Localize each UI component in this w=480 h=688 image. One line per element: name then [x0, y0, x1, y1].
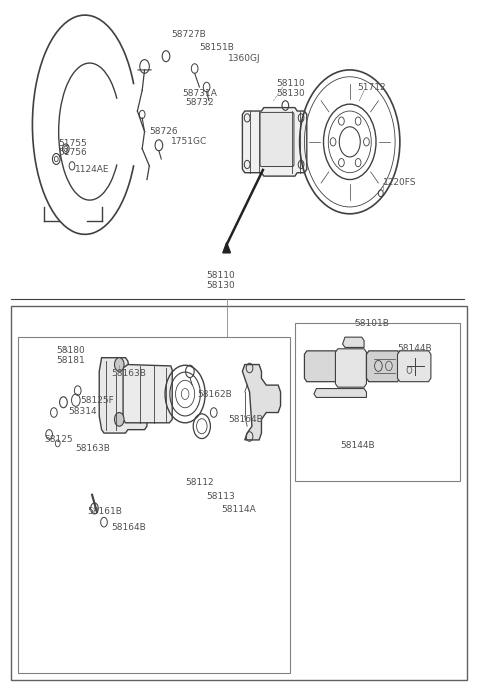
Text: 58162B: 58162B	[197, 390, 232, 399]
Text: 58130: 58130	[276, 89, 304, 98]
Text: 1360GJ: 1360GJ	[228, 54, 261, 63]
Circle shape	[115, 413, 124, 427]
Text: 58130: 58130	[206, 281, 235, 290]
Text: 51756: 51756	[59, 149, 87, 158]
Text: 58164B: 58164B	[111, 523, 146, 532]
Text: 1124AE: 1124AE	[75, 165, 110, 175]
Text: 58110: 58110	[276, 79, 304, 88]
Polygon shape	[99, 358, 147, 433]
Text: 1220FS: 1220FS	[383, 178, 417, 187]
Polygon shape	[242, 365, 281, 440]
Text: 58114A: 58114A	[221, 505, 256, 515]
Text: 58727B: 58727B	[171, 30, 205, 39]
Text: 58181: 58181	[56, 356, 85, 365]
Text: 58314: 58314	[68, 407, 97, 416]
Polygon shape	[242, 107, 307, 176]
Polygon shape	[304, 351, 338, 382]
Polygon shape	[314, 389, 366, 398]
Text: 51712: 51712	[357, 83, 385, 92]
Text: 58144B: 58144B	[340, 441, 375, 450]
Polygon shape	[397, 351, 431, 382]
Text: 58163B: 58163B	[75, 444, 110, 453]
FancyBboxPatch shape	[260, 112, 294, 166]
Text: 1751GC: 1751GC	[171, 138, 207, 147]
Text: 58113: 58113	[206, 492, 235, 501]
Text: 58125F: 58125F	[80, 396, 114, 405]
Text: 58112: 58112	[185, 478, 214, 487]
Polygon shape	[366, 351, 400, 382]
Text: 58125: 58125	[44, 436, 73, 444]
Polygon shape	[123, 365, 172, 423]
Text: 58180: 58180	[56, 346, 85, 356]
Text: 58164B: 58164B	[228, 415, 263, 424]
Text: 58101B: 58101B	[355, 319, 389, 328]
Text: 58731A: 58731A	[183, 89, 217, 98]
Text: 58732: 58732	[185, 98, 214, 107]
Text: 58161B: 58161B	[87, 507, 122, 517]
Polygon shape	[223, 243, 230, 253]
Polygon shape	[343, 337, 364, 347]
Text: 58144B: 58144B	[397, 343, 432, 353]
Polygon shape	[336, 349, 366, 387]
Text: 58151B: 58151B	[199, 43, 234, 52]
Text: 58110: 58110	[206, 271, 235, 280]
Circle shape	[115, 358, 124, 372]
Text: 58163B: 58163B	[111, 369, 146, 378]
Text: 58726: 58726	[149, 127, 178, 136]
Text: 51755: 51755	[59, 139, 87, 148]
